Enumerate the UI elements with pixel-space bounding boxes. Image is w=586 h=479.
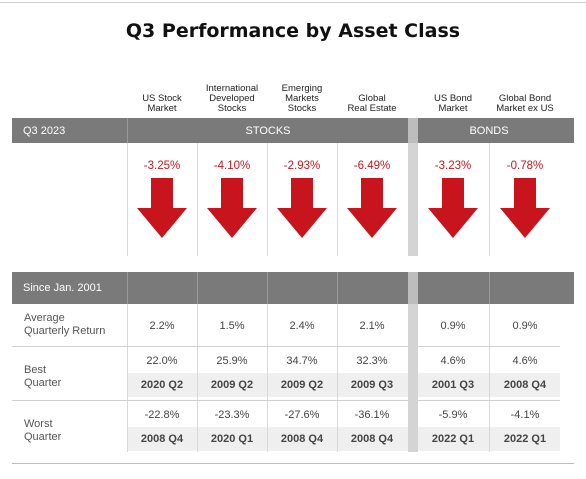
q3-return-intl-developed: -4.10% [213, 160, 251, 172]
down-arrow-icon [277, 178, 327, 238]
best-value-us-stock: 22.0% [146, 355, 178, 367]
divider [197, 143, 198, 256]
top-rule [0, 2, 586, 3]
best-quarter-us-stock: 2020 Q2 [140, 379, 184, 391]
col-header-intl-developed: International Developed Stocks [205, 83, 259, 114]
bar-divider [197, 272, 198, 304]
q3-period-label: Q3 2023 [23, 124, 66, 137]
worst-quarter-real-estate: 2008 Q4 [350, 433, 394, 445]
down-arrow-icon [428, 178, 478, 238]
worst-value-global-bond: -4.1% [510, 409, 540, 421]
best-quarter-real-estate: 2009 Q3 [350, 379, 394, 391]
down-arrow-icon [500, 178, 550, 238]
q3-return-us-bond: -3.23% [434, 160, 472, 172]
avg-intl-developed: 1.5% [219, 320, 245, 332]
best-value-global-bond: 4.6% [512, 355, 538, 367]
divider [267, 304, 268, 452]
worst-quarter-us-stock: 2008 Q4 [140, 433, 184, 445]
worst-quarter-global-bond: 2022 Q1 [503, 433, 547, 445]
best-value-real-estate: 32.3% [356, 355, 388, 367]
group-gap [408, 272, 418, 304]
since-header-bar-bonds [418, 272, 574, 304]
col-header-emerging-markets: Emerging Markets Stocks [281, 83, 323, 114]
since-header-bar: Since Jan. 2001 [12, 272, 408, 304]
best-value-intl-developed: 25.9% [216, 355, 248, 367]
col-header-global-real-estate: Global Real Estate [347, 93, 397, 114]
avg-real-estate: 2.1% [359, 320, 385, 332]
row-divider [418, 400, 560, 401]
worst-value-real-estate: -36.1% [354, 409, 390, 421]
q3-gap-column [408, 143, 418, 256]
avg-emerging: 2.4% [289, 320, 315, 332]
best-value-emerging: 34.7% [286, 355, 318, 367]
divider [127, 143, 128, 256]
worst-value-us-bond: -5.9% [438, 409, 468, 421]
worst-value-intl-developed: -23.3% [214, 409, 250, 421]
best-quarter-label: Best Quarter [24, 364, 62, 389]
bar-divider [267, 272, 268, 304]
down-arrow-icon [347, 178, 397, 238]
divider [267, 143, 268, 256]
worst-quarter-emerging: 2008 Q4 [280, 433, 324, 445]
best-quarter-us-bond: 2001 Q3 [431, 379, 475, 391]
worst-quarter-us-bond: 2022 Q1 [431, 433, 475, 445]
row-divider [418, 346, 560, 347]
group-gap [408, 118, 418, 143]
since-gap-column [408, 304, 418, 452]
divider [489, 143, 490, 256]
best-quarter-intl-developed: 2009 Q2 [210, 379, 254, 391]
divider [337, 143, 338, 256]
q3-return-real-estate: -6.49% [353, 160, 391, 172]
worst-value-emerging: -27.6% [284, 409, 320, 421]
q3-header-bar: Q3 2023 STOCKS [12, 118, 408, 143]
bottom-rule [12, 463, 574, 464]
col-header-us-stock: US Stock Market [142, 93, 182, 114]
avg-us-bond: 0.9% [440, 320, 466, 332]
divider [337, 304, 338, 452]
col-header-us-bond: US Bond Market [433, 93, 473, 114]
stocks-group-label: STOCKS [245, 124, 291, 137]
bar-divider [127, 118, 128, 143]
divider [127, 304, 128, 452]
divider [489, 304, 490, 452]
worst-quarter-band [128, 427, 408, 451]
page-title: Q3 Performance by Asset Class [125, 20, 461, 42]
row-divider [12, 346, 408, 347]
q3-return-global-bond: -0.78% [506, 160, 544, 172]
q3-return-us-stock: -3.25% [143, 160, 181, 172]
worst-value-us-stock: -22.8% [144, 409, 180, 421]
best-quarter-emerging: 2009 Q2 [280, 379, 324, 391]
bar-divider [127, 272, 128, 304]
avg-return-label: Average Quarterly Return [24, 312, 106, 337]
q3-return-emerging: -2.93% [283, 160, 321, 172]
avg-global-bond: 0.9% [512, 320, 538, 332]
col-header-global-bond: Global Bond Market ex US [496, 93, 554, 114]
down-arrow-icon [137, 178, 187, 238]
since-period-label: Since Jan. 2001 [23, 282, 102, 294]
best-quarter-band [128, 373, 408, 397]
bonds-group-label: BONDS [469, 124, 509, 137]
bar-divider [337, 272, 338, 304]
divider [197, 304, 198, 452]
worst-quarter-label: Worst Quarter [24, 418, 62, 443]
worst-quarter-intl-developed: 2020 Q1 [210, 433, 254, 445]
avg-us-stock: 2.2% [149, 320, 175, 332]
best-value-us-bond: 4.6% [440, 355, 466, 367]
bar-divider [489, 272, 490, 304]
down-arrow-icon [207, 178, 257, 238]
row-divider [12, 400, 408, 401]
best-quarter-global-bond: 2008 Q4 [503, 379, 547, 391]
bonds-header-bar: BONDS [418, 118, 574, 143]
